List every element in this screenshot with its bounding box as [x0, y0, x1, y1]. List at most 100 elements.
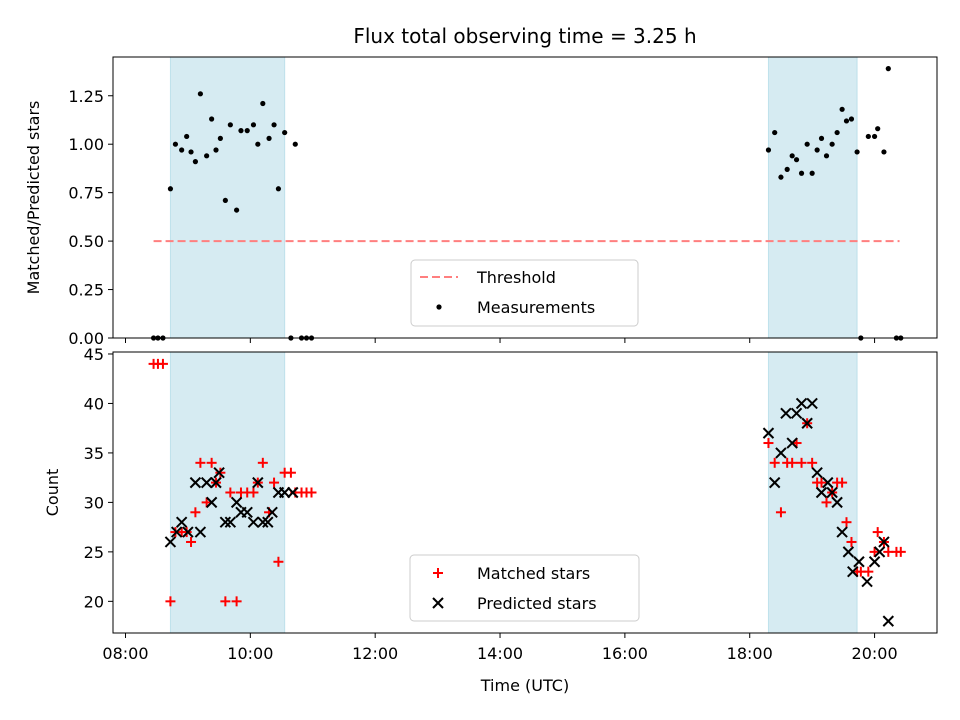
x-b — [194, 526, 207, 538]
measurement-point — [834, 129, 840, 136]
top-ytick-label: 0.00 — [68, 329, 104, 348]
matched-star-point — [306, 487, 317, 498]
legend-predicted-label: Predicted stars — [477, 594, 597, 613]
top-ytick-label: 0.25 — [68, 281, 104, 300]
x-b — [175, 516, 188, 528]
predicted-stars-series — [164, 397, 895, 627]
x-b — [432, 597, 444, 609]
measurement-point — [292, 141, 298, 147]
matched-star-point — [846, 536, 857, 547]
matched-star-point — [195, 457, 206, 468]
bottom-xtick-label: 14:00 — [477, 644, 523, 663]
top-ytick-label: 0.75 — [68, 184, 104, 203]
measurement-point — [234, 207, 240, 213]
predicted-star-point — [878, 536, 890, 548]
measurement-point — [818, 135, 825, 141]
predicted-star-point — [786, 437, 798, 449]
predicted-star-point — [213, 467, 225, 479]
bottom-legend: Matched stars Predicted stars — [409, 554, 640, 622]
measurement-point — [172, 141, 179, 147]
matched-star-point — [165, 596, 176, 607]
top-legend: Threshold Measurements — [410, 259, 639, 327]
measurement-point — [814, 147, 820, 153]
predicted-star-point — [831, 496, 843, 509]
bottom-xtick-label: 12:00 — [352, 644, 398, 663]
predicted-star-point — [836, 526, 848, 538]
measurement-point — [222, 197, 228, 204]
predicted-star-point — [266, 506, 278, 518]
x-b — [200, 476, 213, 489]
predicted-star-point — [861, 575, 873, 588]
measurement-point — [179, 147, 185, 153]
measurement-point — [167, 186, 174, 192]
x-b — [775, 447, 787, 459]
bottom-xtick-label: 10:00 — [227, 644, 273, 663]
panel-top-ratio: 0.00 0.25 0.50 0.75 1.00 1.25 Matched/Predicte… — [24, 56, 938, 348]
measurement-point — [275, 186, 282, 192]
observing-window-2 — [767, 56, 858, 339]
measurement-point — [227, 122, 233, 128]
measurement-point — [843, 118, 850, 124]
measurement-point — [266, 135, 272, 141]
matched-star-point — [869, 546, 880, 557]
measurement-point — [244, 128, 250, 134]
predicted-star-point — [882, 615, 895, 627]
measurement-point — [784, 166, 790, 172]
measurement-point — [188, 149, 194, 155]
x-b — [210, 476, 222, 489]
top-ytick-label: 1.00 — [68, 135, 104, 154]
measurement-point — [848, 116, 855, 122]
measurement-point — [789, 153, 795, 159]
predicted-star-point — [224, 516, 237, 528]
measurement-point — [772, 129, 778, 136]
measurement-point — [798, 170, 805, 176]
bottom-xtick-label: 20:00 — [852, 644, 898, 663]
matched-star-point — [769, 457, 780, 468]
predicted-star-point — [241, 506, 253, 518]
predicted-star-point — [278, 486, 291, 499]
measurement-point — [809, 170, 815, 176]
measurement-point — [871, 133, 878, 140]
matched-star-point — [895, 546, 906, 557]
measurement-point — [213, 147, 219, 153]
matched-star-point — [186, 536, 197, 547]
x-b — [868, 556, 881, 568]
measurement-point — [271, 122, 277, 128]
axes-frame — [112, 351, 938, 634]
predicted-star-point — [868, 556, 881, 568]
x-b — [786, 437, 798, 449]
chart-title: Flux total observing time = 3.25 h — [353, 24, 696, 48]
x-b — [170, 526, 183, 538]
axes-frame — [112, 56, 938, 339]
predicted-star-point — [210, 476, 222, 489]
x-b — [241, 506, 253, 518]
matched-star-point — [433, 568, 443, 578]
panel-bottom-counts: 20 25 30 35 40 45 08:00 10:00 12:00 14:00 16:00 18:… — [43, 345, 938, 663]
x-axis-label: Time (UTC) — [480, 676, 569, 695]
x-b — [213, 467, 225, 479]
measurement-point — [875, 126, 881, 132]
x-b — [836, 526, 848, 538]
predicted-star-point — [175, 516, 188, 528]
x-b — [790, 407, 803, 420]
x-b — [266, 506, 278, 518]
measurement-point — [250, 122, 257, 128]
bottom-ytick-label: 35 — [84, 444, 104, 463]
observing-window-1 — [169, 56, 286, 339]
x-b — [801, 417, 813, 429]
x-b — [182, 526, 194, 538]
measurement-point — [282, 129, 288, 136]
x-b — [257, 516, 269, 528]
measurement-point — [839, 106, 845, 112]
matched-star-point — [863, 566, 874, 577]
matched-star-point — [273, 556, 284, 567]
x-b — [247, 516, 260, 528]
predicted-star-point — [762, 427, 775, 439]
x-b — [262, 516, 274, 528]
x-b — [768, 476, 781, 489]
predicted-star-point — [252, 476, 264, 489]
measurement-point — [881, 149, 887, 155]
predicted-star-point — [768, 476, 781, 489]
bottom-ytick-label: 25 — [84, 543, 104, 562]
